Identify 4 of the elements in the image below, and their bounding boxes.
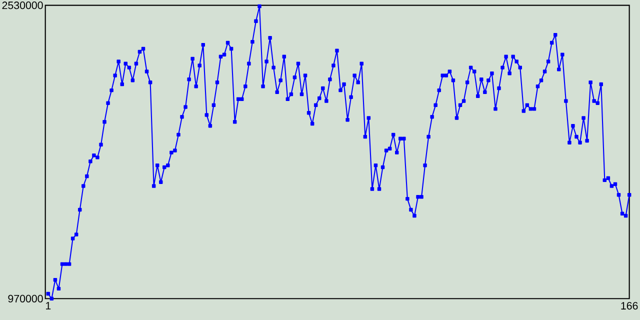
x-tick-label: 166 [621,302,638,310]
x-tick-label: 1 [46,302,51,310]
y-tick-label: 970000 [8,294,43,302]
y-tick-label: 2530000 [2,2,43,10]
